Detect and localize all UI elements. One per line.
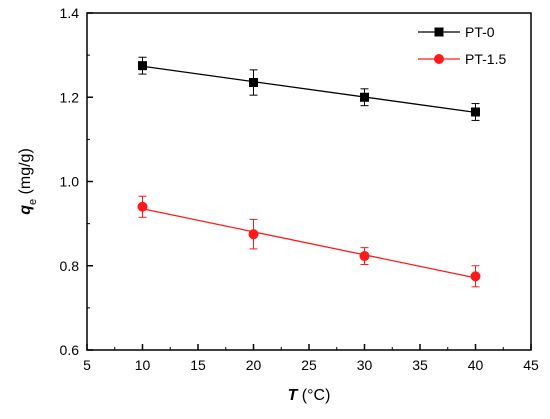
legend-label: PT-1.5 xyxy=(465,51,506,67)
data-point xyxy=(138,61,147,71)
data-point xyxy=(359,251,370,262)
legend-item: PT-0 xyxy=(418,24,495,40)
legend-marker xyxy=(434,54,444,64)
legend-marker xyxy=(434,27,444,37)
y-tick-label: 0.8 xyxy=(60,258,80,274)
x-tick-label: 45 xyxy=(523,357,539,373)
data-point xyxy=(248,229,259,240)
series-PT-1.5 xyxy=(137,195,481,288)
data-point xyxy=(470,271,481,282)
plot-area xyxy=(137,56,481,288)
x-tick-label: 15 xyxy=(190,357,206,373)
y-axis-title: qe (mg/g) xyxy=(17,148,39,215)
data-point xyxy=(137,201,148,212)
x-tick-label: 25 xyxy=(301,357,317,373)
axes: 5 10 15 20 25 30 35 40 45 0.6 0.8 1.0 1.2 1.4 T (°C) qe… xyxy=(17,5,539,404)
x-tick-label: 30 xyxy=(357,357,373,373)
legend: PT-0 PT-1.5 xyxy=(418,24,506,67)
x-tick-label: 5 xyxy=(83,357,91,373)
x-tick-label: 35 xyxy=(412,357,428,373)
legend-label: PT-0 xyxy=(465,24,495,40)
y-tick-label: 1.2 xyxy=(60,89,80,105)
x-tick-label: 40 xyxy=(468,357,484,373)
y-tick-label: 0.6 xyxy=(60,342,80,358)
fit-line xyxy=(142,208,476,279)
data-point xyxy=(471,107,480,117)
y-tick-label: 1.4 xyxy=(60,5,80,21)
data-point xyxy=(360,92,369,102)
x-axis-title: T (°C) xyxy=(288,387,331,404)
series-PT-0 xyxy=(138,56,480,121)
y-tick-label: 1.0 xyxy=(60,174,80,190)
data-point xyxy=(249,78,258,88)
fit-line xyxy=(142,65,476,114)
x-tick-label: 20 xyxy=(246,357,262,373)
legend-item: PT-1.5 xyxy=(418,51,506,67)
x-tick-label: 10 xyxy=(135,357,151,373)
